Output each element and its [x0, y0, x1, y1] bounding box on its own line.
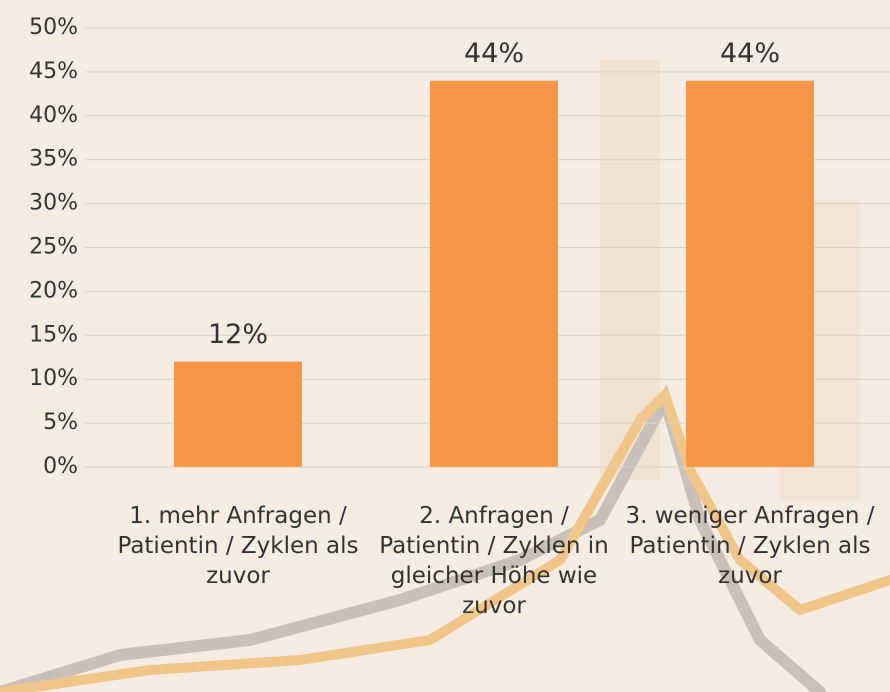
x-tick-label: 3. weniger Anfragen / Patientin / Zyklen…	[625, 503, 875, 589]
y-tick-label: 25%	[29, 235, 78, 260]
y-tick-label: 30%	[29, 191, 78, 216]
value-label: 44%	[720, 38, 780, 69]
y-tick-label: 45%	[29, 59, 78, 84]
y-tick-label: 50%	[29, 15, 78, 40]
y-tick-label: 5%	[43, 410, 78, 435]
x-tick-label: 1. mehr Anfragen / Patientin / Zyklen al…	[117, 503, 359, 589]
y-tick-label: 10%	[29, 366, 78, 391]
bar	[430, 80, 558, 468]
y-tick-label: 40%	[29, 103, 78, 128]
y-tick-label: 35%	[29, 147, 78, 172]
y-tick-label: 20%	[29, 278, 78, 303]
x-tick-label: 2. Anfragen / Patientin / Zyklen in glei…	[379, 503, 609, 619]
y-tick-label: 0%	[43, 454, 78, 479]
y-tick-label: 15%	[29, 322, 78, 347]
value-label: 12%	[208, 319, 268, 350]
bar	[686, 80, 814, 468]
bar	[174, 361, 302, 467]
value-label: 44%	[464, 38, 524, 69]
